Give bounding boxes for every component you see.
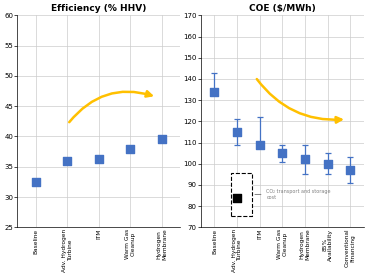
- Point: [96, 157, 102, 162]
- Point: [234, 130, 240, 134]
- Title: COE ($/MWh): COE ($/MWh): [249, 4, 316, 13]
- Point: [33, 180, 39, 184]
- Point: [325, 161, 330, 166]
- Point: [257, 142, 263, 147]
- Point: [302, 157, 308, 162]
- Point: [234, 195, 240, 200]
- Point: [279, 151, 285, 155]
- Title: Efficiency (% HHV): Efficiency (% HHV): [51, 4, 146, 13]
- Point: [212, 89, 217, 94]
- Point: [127, 146, 133, 151]
- FancyBboxPatch shape: [231, 173, 252, 216]
- Point: [347, 168, 353, 172]
- Point: [159, 137, 164, 142]
- Text: CO₂ transport and storage
cost: CO₂ transport and storage cost: [255, 189, 331, 200]
- Point: [64, 158, 70, 163]
